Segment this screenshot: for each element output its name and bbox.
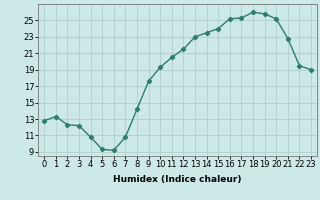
X-axis label: Humidex (Indice chaleur): Humidex (Indice chaleur) <box>113 175 242 184</box>
